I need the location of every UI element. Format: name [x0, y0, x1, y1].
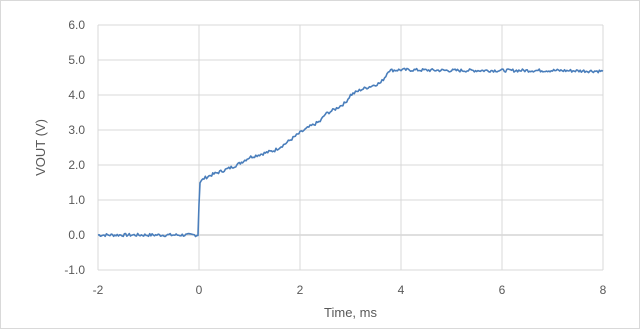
x-tick-label: 4	[398, 283, 405, 297]
y-tick-label: -1.0	[64, 263, 85, 277]
y-tick-label: 4.0	[68, 88, 85, 102]
y-tick-label: 6.0	[68, 18, 85, 32]
y-axis-label: VOUT (V)	[33, 119, 48, 176]
x-tick-label: 2	[297, 283, 304, 297]
series-line	[97, 67, 604, 238]
grid-lines	[97, 24, 604, 271]
x-tick-label: 0	[196, 283, 203, 297]
chart-svg: -1.0 0.0 1.0 2.0 3.0 4.0 5.0 6.0 -2 0 2 4 6 8 Time, …	[33, 18, 607, 320]
x-tick-label: 6	[499, 283, 506, 297]
series-group	[97, 67, 604, 238]
y-tick-label: 2.0	[68, 158, 85, 172]
x-tick-labels: -2 0 2 4 6 8	[93, 283, 607, 297]
x-axis-label: Time, ms	[324, 305, 377, 320]
y-tick-labels: -1.0 0.0 1.0 2.0 3.0 4.0 5.0 6.0	[64, 18, 85, 277]
y-tick-label: 0.0	[68, 228, 85, 242]
x-tick-label: -2	[93, 283, 104, 297]
y-tick-label: 5.0	[68, 53, 85, 67]
x-tick-label: 8	[600, 283, 607, 297]
y-tick-label: 3.0	[68, 123, 85, 137]
y-tick-label: 1.0	[68, 193, 85, 207]
